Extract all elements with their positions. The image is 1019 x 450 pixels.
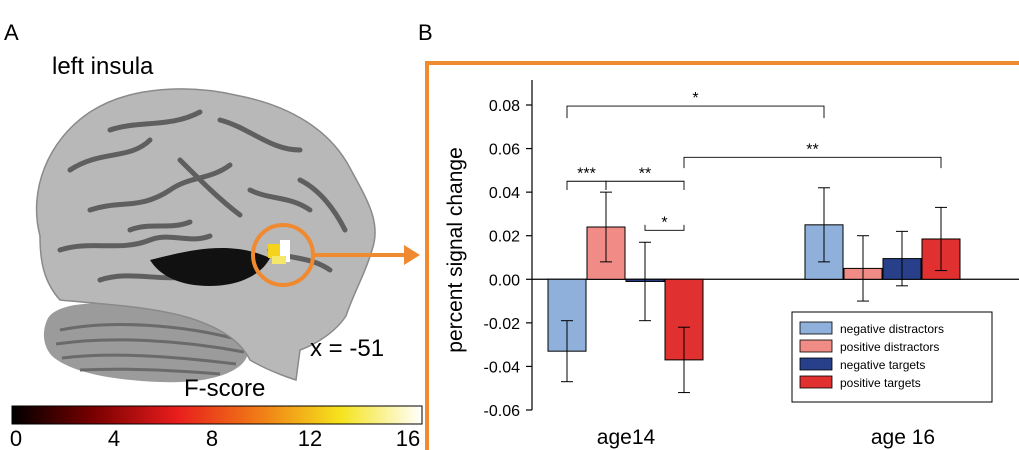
legend-label: positive targets [840,376,921,390]
colorbar-tick-label: 16 [396,426,420,450]
colorbar-tick-label: 8 [206,426,218,450]
error-bars [561,187,947,394]
legend-label: negative targets [840,358,925,372]
y-axis-title: percent signal change [444,147,467,352]
legend-items: negative distractors positive distractors… [799,321,944,390]
category-label: age 16 [871,426,935,449]
activation-blob-yellow [268,244,280,258]
panel-b-letter: B [418,20,433,45]
colorbar [11,405,423,425]
cerebellum-folds [55,323,245,376]
highlight-arrowhead [404,245,420,265]
panel-a-letter: A [4,20,19,45]
activation-blob-light [272,256,286,264]
significance-marker: ** [639,165,651,182]
highlight-circle [251,223,315,287]
legend-swatch [799,339,833,353]
significance-bracket [644,224,685,231]
y-tick-label: 0.06 [489,142,520,159]
colorbar-tick-label: 0 [10,426,22,450]
cerebellum [43,303,249,383]
significance-marker: * [661,214,667,231]
legend-swatch [799,321,833,335]
legend-label: positive distractors [840,340,939,354]
y-tick-label: 0.08 [489,98,520,115]
panel-a: A left insula x = -51 F-score 0 4 8 12 16 [4,20,423,450]
significance-bracket [683,156,942,169]
legend-label: negative distractors [840,322,944,336]
significance-brackets: **** ***** [566,90,942,231]
legend-swatch [799,375,833,389]
colorbar-tick-label: 12 [298,426,322,450]
brain-image [35,88,376,383]
significance-marker: ** [806,141,818,158]
colorbar-title: F-score [184,375,265,402]
slice-coordinate: x = -51 [310,335,384,362]
y-ticks: 0.08 0.06 0.04 0.02 0.00 -0.02 -0.04 -0.06 [484,98,532,420]
y-tick-label: 0.00 [489,272,520,289]
legend-swatch [799,357,833,371]
panel-b-frame [425,61,1019,450]
panel-b: B 0.08 0.06 0.04 0.02 0.00 -0.02 -0.04 -0.06 pe… [418,20,1019,450]
significance-bracket [566,105,825,119]
brain-region-title: left insula [52,53,154,80]
y-tick-label: -0.02 [484,316,521,333]
y-tick-label: 0.04 [489,185,520,202]
category-label: age14 [597,426,656,449]
colorbar-tick-label: 4 [108,426,120,450]
category-labels: age14 age 16 [597,426,935,449]
significance-marker: *** [577,165,596,182]
activation-blob-white [280,240,290,262]
cortex [35,88,376,381]
colorbar-ticks: 0 4 8 12 16 [10,426,420,450]
y-tick-label: 0.02 [489,229,520,246]
y-tick-label: -0.06 [484,403,521,420]
significance-marker: * [692,90,698,107]
insula-dark-region [150,248,270,286]
legend: negative distractors positive distractors… [791,311,993,403]
significance-bracket [566,180,607,190]
significance-bracket [605,180,685,190]
y-tick-label: -0.04 [484,359,521,376]
